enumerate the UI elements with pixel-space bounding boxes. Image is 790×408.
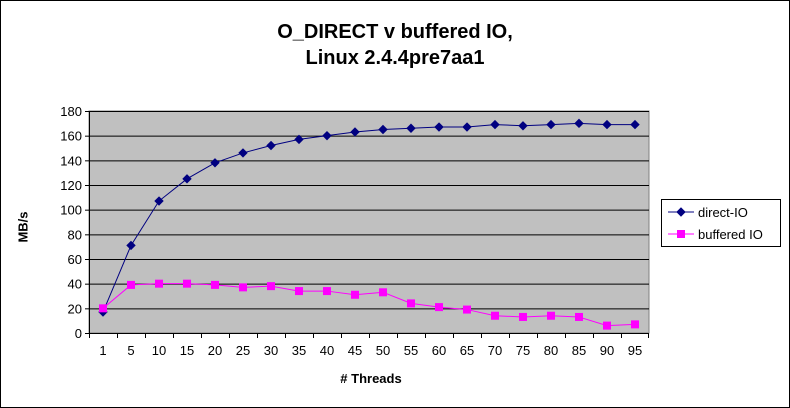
x-tick-label-40: 40 <box>320 343 334 358</box>
point-buffered-io-5 <box>127 280 135 289</box>
x-tick-label-70: 70 <box>488 343 502 358</box>
x-tick-label-5: 5 <box>127 343 134 358</box>
point-direct-io-40 <box>322 130 332 141</box>
point-direct-io-60 <box>434 122 444 132</box>
point-buffered-io-1 <box>99 304 107 313</box>
point-direct-io-45 <box>350 127 360 137</box>
legend: direct-IO buffered IO <box>661 199 781 247</box>
point-buffered-io-10 <box>155 279 163 288</box>
y-axis-label: MB/s <box>15 211 31 243</box>
point-direct-io-85 <box>574 118 584 129</box>
point-buffered-io-65 <box>463 305 471 314</box>
point-direct-io-25 <box>238 148 248 158</box>
x-tick-label-55: 55 <box>404 343 418 358</box>
x-tick-label-60: 60 <box>432 343 446 358</box>
point-direct-io-55 <box>406 123 416 133</box>
x-tick-label-20: 20 <box>208 343 222 358</box>
x-tick-label-25: 25 <box>236 343 250 358</box>
point-buffered-io-75 <box>519 312 527 321</box>
chart-subtitle: Linux 2.4.4pre7aa1 <box>305 47 485 69</box>
point-buffered-io-30 <box>267 282 275 291</box>
point-direct-io-65 <box>462 122 472 132</box>
x-tick-label-35: 35 <box>292 343 306 358</box>
point-direct-io-5 <box>126 240 136 251</box>
point-buffered-io-50 <box>379 288 387 297</box>
y-tick-label-180: 180 <box>60 104 82 119</box>
point-direct-io-95 <box>630 119 640 130</box>
legend-swatch-direct-io <box>668 207 694 217</box>
x-tick-label-90: 90 <box>600 343 614 358</box>
y-tick-label-0: 0 <box>75 326 82 341</box>
point-direct-io-20 <box>210 158 220 168</box>
x-tick-label-50: 50 <box>376 343 390 358</box>
point-buffered-io-55 <box>407 299 415 308</box>
x-tick-label-65: 65 <box>460 343 474 358</box>
point-buffered-io-25 <box>239 283 247 292</box>
legend-label-buffered-io: buffered IO <box>698 226 763 242</box>
x-tick-label-30: 30 <box>264 343 278 358</box>
point-direct-io-35 <box>294 134 304 145</box>
point-direct-io-50 <box>378 124 388 135</box>
point-direct-io-10 <box>154 196 164 206</box>
y-tick-label-60: 60 <box>68 252 82 267</box>
point-direct-io-30 <box>266 140 276 151</box>
point-buffered-io-20 <box>211 280 219 289</box>
legend-marker-direct-io <box>676 207 686 217</box>
x-tick-label-95: 95 <box>628 343 642 358</box>
point-buffered-io-35 <box>295 287 303 296</box>
y-tick-label-160: 160 <box>60 129 82 144</box>
point-buffered-io-85 <box>575 312 583 321</box>
y-tick-label-20: 20 <box>68 301 82 316</box>
point-direct-io-70 <box>490 119 500 130</box>
x-tick-label-45: 45 <box>348 343 362 358</box>
point-direct-io-75 <box>518 121 528 131</box>
point-buffered-io-15 <box>183 279 191 288</box>
y-tick-label-80: 80 <box>68 227 82 242</box>
point-buffered-io-60 <box>435 303 443 312</box>
legend-entry-direct-io: direct-IO <box>666 203 778 221</box>
legend-label-direct-io: direct-IO <box>698 204 748 220</box>
x-tick-label-85: 85 <box>572 343 586 358</box>
y-tick-label-140: 140 <box>60 153 82 168</box>
y-tick-label-100: 100 <box>60 203 82 218</box>
point-direct-io-80 <box>546 119 556 130</box>
y-tick-label-120: 120 <box>60 178 82 193</box>
x-tick-label-15: 15 <box>180 343 194 358</box>
series-line-direct-io <box>102 122 635 313</box>
point-buffered-io-80 <box>547 311 555 320</box>
x-axis-label: # Threads <box>340 371 402 386</box>
x-tick-label-1: 1 <box>99 343 106 358</box>
plot-background <box>88 110 650 334</box>
legend-entry-buffered-io: buffered IO <box>666 225 778 243</box>
point-direct-io-15 <box>182 174 192 184</box>
point-buffered-io-40 <box>323 287 331 296</box>
point-buffered-io-95 <box>631 320 639 329</box>
point-buffered-io-90 <box>603 321 611 330</box>
series-line-buffered-io <box>102 283 636 327</box>
legend-marker-buffered-io <box>677 230 685 238</box>
legend-swatch-buffered-io <box>668 230 694 238</box>
point-buffered-io-45 <box>351 290 359 299</box>
x-tick-label-75: 75 <box>516 343 530 358</box>
y-tick-label-40: 40 <box>68 277 82 292</box>
x-tick-label-10: 10 <box>152 343 166 358</box>
x-tick-label-80: 80 <box>544 343 558 358</box>
chart-title: O_DIRECT v buffered IO, <box>277 21 513 43</box>
point-buffered-io-70 <box>491 311 499 320</box>
point-direct-io-90 <box>602 119 612 130</box>
